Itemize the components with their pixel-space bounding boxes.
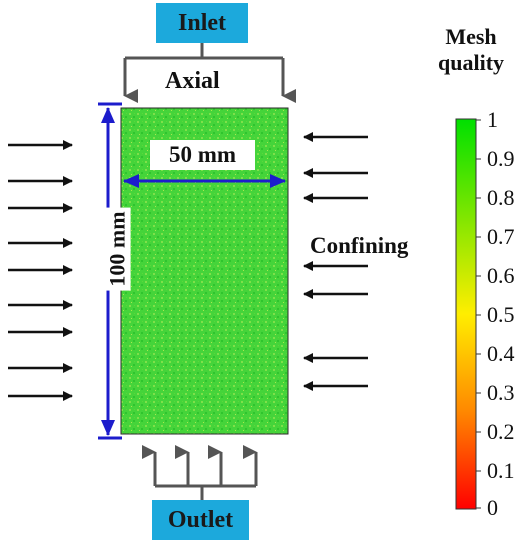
legend-tick-label: 0.2: [487, 419, 515, 444]
legend-tick-label: 0.3: [487, 380, 515, 405]
outlet-connector: [142, 445, 258, 500]
legend-tick-label: 0: [487, 495, 498, 520]
legend-tick-label: 0.5: [487, 302, 515, 327]
height-dimension-label: 100 mm: [104, 207, 131, 291]
legend-title-line2: quality: [438, 50, 505, 75]
left-confining-arrows: [8, 140, 73, 401]
legend-tick-label: 0.6: [487, 263, 515, 288]
confining-label: Confining: [310, 233, 409, 258]
legend-tick-label: 0.7: [487, 224, 515, 249]
colorbar-ticks: [476, 119, 481, 509]
legend-title: Mesh quality: [438, 24, 504, 76]
legend-tick-label: 1: [487, 107, 498, 132]
colorbar: [455, 118, 477, 510]
inlet-label-box: Inlet: [156, 3, 248, 43]
outlet-label-box: Outlet: [152, 500, 249, 540]
right-confining-arrows: [303, 132, 368, 391]
legend-tick-label: 0.9: [487, 146, 515, 171]
legend-tick-label: 0.8: [487, 185, 515, 210]
legend-tick-label: 0.4: [487, 341, 515, 366]
axial-label: Axial: [165, 68, 220, 94]
inlet-connector: [123, 43, 296, 103]
legend-tick-label: 0.1: [487, 458, 515, 483]
legend-title-line1: Mesh: [445, 24, 497, 49]
width-dimension-label: 50 mm: [150, 140, 255, 170]
